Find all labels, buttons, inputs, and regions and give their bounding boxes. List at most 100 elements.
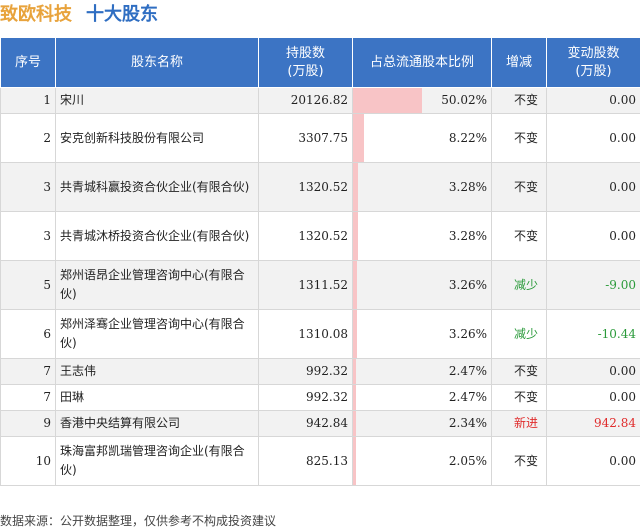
- column-header-shares: 持股数 (万股): [258, 37, 353, 88]
- table-row: 1 宋川 20126.82 50.02% 不变 0.00: [0, 87, 640, 114]
- shareholder-name: 共青城科赢投资合伙企业(有限合伙): [55, 162, 259, 212]
- ratio-value: 3.26%: [448, 277, 487, 292]
- change-amount: -10.44: [546, 309, 640, 359]
- section-title: 十大股东: [86, 4, 158, 25]
- row-index: 2: [0, 113, 56, 163]
- table-row: 9 香港中央结算有限公司 942.84 2.34% 新进 942.84: [0, 410, 640, 437]
- table-row: 5 郑州语昂企业管理咨询中心(有限合伙) 1311.52 3.26% 减少 -9.00: [0, 260, 640, 310]
- shareholder-name: 共青城沐桥投资合伙企业(有限合伙): [55, 211, 259, 261]
- row-index: 1: [0, 87, 56, 114]
- shares-held: 825.13: [258, 436, 353, 486]
- ratio-cell: 8.22%: [352, 113, 492, 163]
- change-amount: 0.00: [546, 113, 640, 163]
- shares-held: 992.32: [258, 358, 353, 385]
- change-amount: 0.00: [546, 436, 640, 486]
- table-row: 7 田琳 992.32 2.47% 不变 0.00: [0, 384, 640, 411]
- column-header-name: 股东名称: [55, 37, 259, 88]
- column-header-ratio: 占总流通股本比例: [352, 37, 492, 88]
- change-status: 新进: [491, 410, 547, 437]
- ratio-bar: [353, 261, 358, 309]
- change-status: 减少: [491, 260, 547, 310]
- ratio-value: 2.47%: [448, 390, 487, 404]
- change-status: 不变: [491, 384, 547, 411]
- change-status: 不变: [491, 113, 547, 163]
- ratio-bar: [353, 411, 357, 436]
- row-index: 6: [0, 309, 56, 359]
- ratio-value: 50.02%: [441, 93, 487, 107]
- shareholders-table: 序号 股东名称 持股数 (万股) 占总流通股本比例 增减 变动股数 (万股) 1…: [0, 37, 640, 486]
- shares-held: 1320.52: [258, 211, 353, 261]
- row-index: 9: [0, 410, 56, 437]
- table-header-row: 序号 股东名称 持股数 (万股) 占总流通股本比例 增减 变动股数 (万股): [0, 37, 640, 88]
- shares-held: 3307.75: [258, 113, 353, 163]
- ratio-bar: [353, 114, 365, 162]
- shareholder-name: 郑州泽骞企业管理咨询中心(有限合伙): [55, 309, 259, 359]
- table-row: 3 共青城科赢投资合伙企业(有限合伙) 1320.52 3.28% 不变 0.00: [0, 162, 640, 212]
- change-status: 不变: [491, 358, 547, 385]
- shares-held: 1320.52: [258, 162, 353, 212]
- row-index: 3: [0, 211, 56, 261]
- ratio-value: 2.47%: [448, 364, 487, 378]
- change-status: 不变: [491, 211, 547, 261]
- shareholder-name: 王志伟: [55, 358, 259, 385]
- data-source-note: 数据来源：公开数据整理，仅供参考不构成投资建议: [0, 514, 277, 528]
- ratio-bar: [353, 385, 357, 410]
- ratio-cell: 3.26%: [352, 260, 492, 310]
- ratio-value: 2.05%: [448, 453, 487, 468]
- ratio-value: 8.22%: [448, 130, 487, 145]
- shareholder-name: 安克创新科技股份有限公司: [55, 113, 259, 163]
- shareholder-name: 香港中央结算有限公司: [55, 410, 259, 437]
- shares-held: 20126.82: [258, 87, 353, 114]
- change-status: 不变: [491, 162, 547, 212]
- column-header-delta: 变动股数 (万股): [546, 37, 640, 88]
- shareholder-name: 田琳: [55, 384, 259, 411]
- ratio-cell: 3.28%: [352, 211, 492, 261]
- row-index: 10: [0, 436, 56, 486]
- change-amount: 0.00: [546, 211, 640, 261]
- ratio-value: 3.28%: [448, 228, 487, 243]
- column-header-index: 序号: [0, 37, 56, 88]
- change-status: 减少: [491, 309, 547, 359]
- row-index: 7: [0, 384, 56, 411]
- ratio-bar: [353, 310, 358, 358]
- change-amount: 0.00: [546, 87, 640, 114]
- shareholder-name: 宋川: [55, 87, 259, 114]
- ratio-bar: [353, 437, 356, 485]
- ratio-bar: [353, 212, 358, 260]
- change-amount: 0.00: [546, 162, 640, 212]
- row-index: 3: [0, 162, 56, 212]
- shares-held: 992.32: [258, 384, 353, 411]
- shareholder-name: 珠海富邦凯瑞管理咨询企业(有限合伙): [55, 436, 259, 486]
- change-amount: 942.84: [546, 410, 640, 437]
- company-name: 致欧科技: [0, 4, 72, 25]
- ratio-value: 2.34%: [448, 416, 487, 430]
- ratio-cell: 2.05%: [352, 436, 492, 486]
- change-amount: 0.00: [546, 384, 640, 411]
- ratio-cell: 3.28%: [352, 162, 492, 212]
- table-row: 3 共青城沐桥投资合伙企业(有限合伙) 1320.52 3.28% 不变 0.00: [0, 211, 640, 261]
- shares-held: 942.84: [258, 410, 353, 437]
- table-row: 7 王志伟 992.32 2.47% 不变 0.00: [0, 358, 640, 385]
- ratio-value: 3.26%: [448, 326, 487, 341]
- table-row: 6 郑州泽骞企业管理咨询中心(有限合伙) 1310.08 3.26% 减少 -10.44: [0, 309, 640, 359]
- row-index: 5: [0, 260, 56, 310]
- row-index: 7: [0, 358, 56, 385]
- table-row: 10 珠海富邦凯瑞管理咨询企业(有限合伙) 825.13 2.05% 不变 0.00: [0, 436, 640, 486]
- shares-held: 1310.08: [258, 309, 353, 359]
- shareholder-name: 郑州语昂企业管理咨询中心(有限合伙): [55, 260, 259, 310]
- column-header-change: 增减: [491, 37, 547, 88]
- change-amount: 0.00: [546, 358, 640, 385]
- ratio-bar: [353, 163, 358, 211]
- ratio-bar: [353, 359, 357, 384]
- ratio-cell: 2.34%: [352, 410, 492, 437]
- ratio-value: 3.28%: [448, 179, 487, 194]
- page-title: 致欧科技 十大股东: [0, 2, 158, 28]
- change-status: 不变: [491, 87, 547, 114]
- ratio-cell: 2.47%: [352, 358, 492, 385]
- ratio-cell: 3.26%: [352, 309, 492, 359]
- ratio-cell: 2.47%: [352, 384, 492, 411]
- ratio-cell: 50.02%: [352, 87, 492, 114]
- table-row: 2 安克创新科技股份有限公司 3307.75 8.22% 不变 0.00: [0, 113, 640, 163]
- change-status: 不变: [491, 436, 547, 486]
- shares-held: 1311.52: [258, 260, 353, 310]
